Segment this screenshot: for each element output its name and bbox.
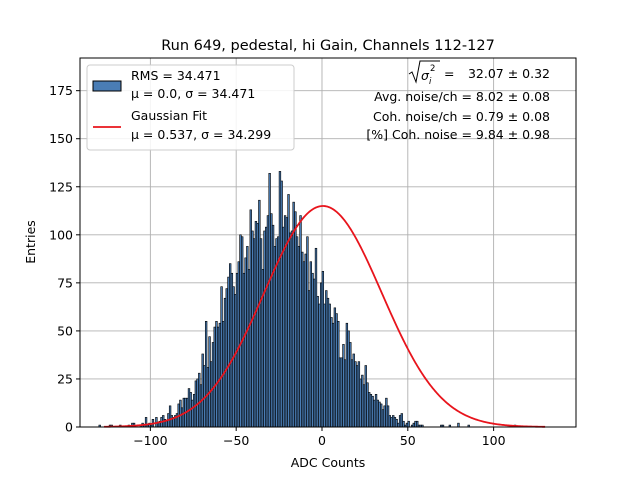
x-tick-label: 50 bbox=[400, 433, 416, 448]
y-tick-label: 0 bbox=[65, 420, 73, 435]
y-tick-label: 175 bbox=[49, 83, 73, 98]
legend-box bbox=[86, 64, 295, 151]
svg-text:i: i bbox=[429, 77, 432, 87]
legend-histogram-name: RMS = 34.471 bbox=[131, 68, 221, 83]
legend-histogram-swatch bbox=[92, 80, 122, 92]
svg-text:=: = bbox=[444, 66, 454, 81]
plot-area-frame bbox=[79, 57, 577, 428]
chart-title: Run 649, pedestal, hi Gain, Channels 112… bbox=[161, 38, 495, 54]
histogram-bars bbox=[98, 171, 517, 428]
x-axis-ticks: −100 −50 0 50 100 bbox=[133, 427, 506, 448]
y-tick-label: 75 bbox=[57, 275, 73, 290]
y-axis-label: Entries bbox=[23, 220, 38, 264]
annotation-coh-noise: Coh. noise/ch = 0.79 ± 0.08 bbox=[373, 109, 550, 124]
x-tick-label: −50 bbox=[223, 433, 249, 448]
gaussian-fit-curve bbox=[104, 205, 546, 428]
legend: RMS = 34.471 μ = 0.0, σ = 34.471 Gaussia… bbox=[86, 64, 295, 151]
x-tick-label: −100 bbox=[133, 433, 167, 448]
y-tick-label: 125 bbox=[49, 179, 73, 194]
histogram-bar bbox=[407, 420, 410, 428]
y-tick-label: 100 bbox=[49, 227, 73, 242]
histogram-bar bbox=[457, 422, 460, 428]
y-tick-label: 150 bbox=[49, 131, 73, 146]
noise-annotations: σ i 2 = 32.07 ± 0.32 Avg. noise/ch = 8.0… bbox=[366, 60, 550, 142]
annotation-avg-noise: Avg. noise/ch = 8.02 ± 0.08 bbox=[374, 89, 550, 104]
legend-fit-label: μ = 0.537, σ = 34.299 bbox=[131, 127, 271, 142]
legend-fit-name: Gaussian Fit bbox=[131, 108, 207, 123]
annotation-sigma-value: 32.07 ± 0.32 bbox=[468, 66, 550, 81]
svg-text:σ: σ bbox=[421, 68, 430, 83]
y-tick-label: 50 bbox=[57, 323, 73, 338]
y-axis-ticks: 0 25 50 75 100 125 150 175 bbox=[49, 83, 80, 435]
x-tick-label: 0 bbox=[318, 433, 326, 448]
x-tick-label: 100 bbox=[482, 433, 506, 448]
legend-histogram-label: μ = 0.0, σ = 34.471 bbox=[131, 86, 255, 101]
x-axis-label: ADC Counts bbox=[291, 455, 366, 470]
annotation-coh-noise-percent: [%] Coh. noise = 9.84 ± 0.98 bbox=[366, 127, 550, 142]
sqrt-sign bbox=[408, 60, 440, 84]
sigma-formula: σ i 2 = bbox=[408, 60, 454, 87]
svg-text:2: 2 bbox=[430, 64, 435, 74]
y-tick-label: 25 bbox=[57, 371, 73, 386]
